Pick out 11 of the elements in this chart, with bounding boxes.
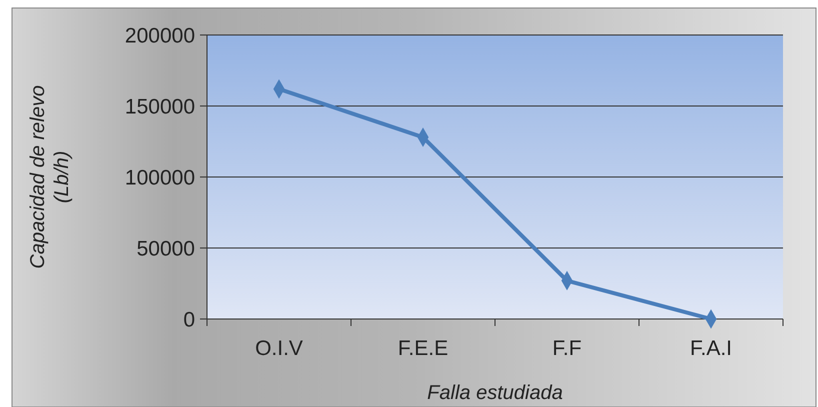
x-axis-title: Falla estudiada xyxy=(427,382,563,404)
y-axis-title: Capacidad de relevo (Lb/h) xyxy=(27,85,73,269)
y-tick-label: 200000 xyxy=(124,24,195,48)
x-tick-label: F.F xyxy=(552,337,582,360)
y-tick-label: 0 xyxy=(183,308,195,332)
y-tick-label: 150000 xyxy=(124,95,195,118)
y-tick-label: 50000 xyxy=(136,237,195,260)
y-tick-label: 100000 xyxy=(124,166,195,190)
x-tick-label: F.E.E xyxy=(398,337,448,360)
x-tick-label: O.I.V xyxy=(255,337,303,360)
x-tick-label: F.A.I xyxy=(690,337,732,360)
